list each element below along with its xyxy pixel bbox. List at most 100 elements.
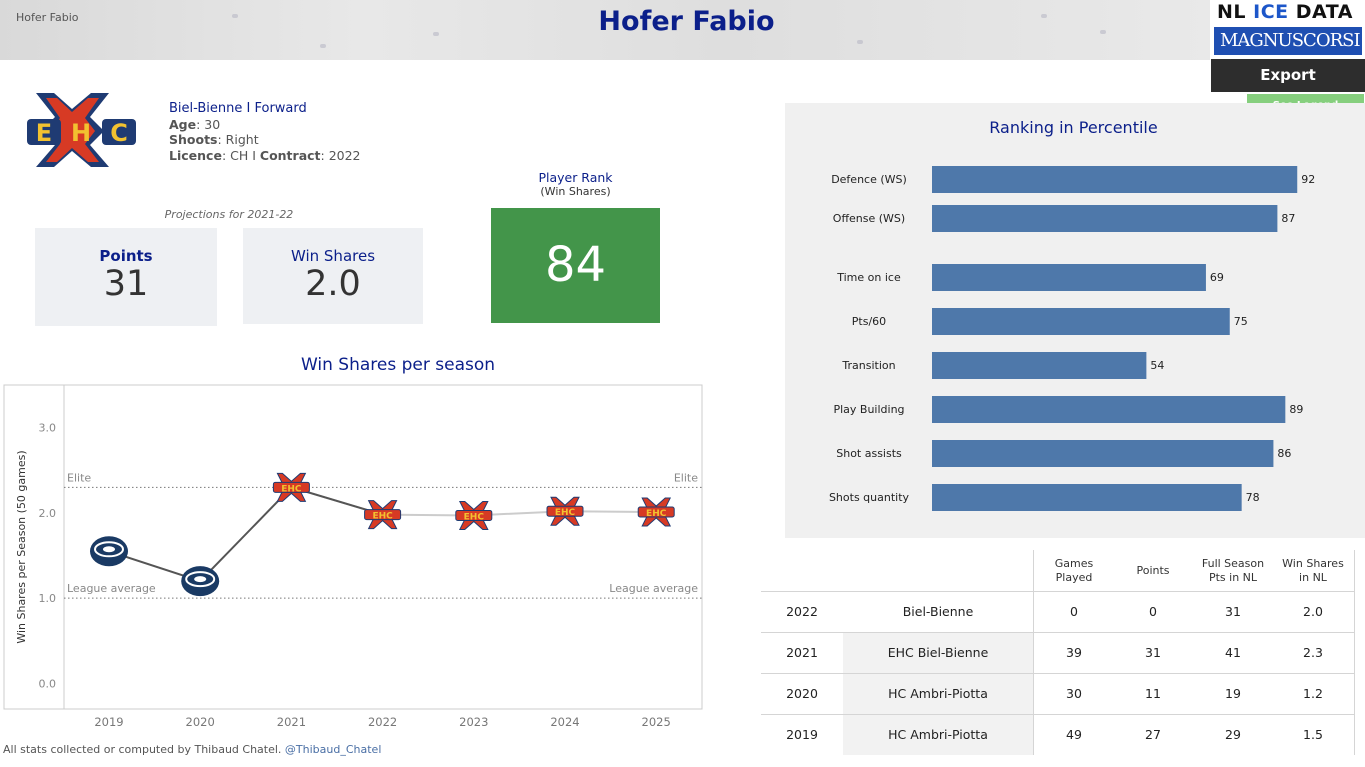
y-tick-label: 3.0 xyxy=(39,422,57,435)
percentile-category-label: Time on ice xyxy=(836,271,901,284)
percentile-bar xyxy=(932,308,1230,335)
percentile-title: Ranking in Percentile xyxy=(989,118,1158,137)
y-axis-label: Win Shares per Season (50 games) xyxy=(15,450,28,643)
biel-logo-icon: EHC xyxy=(546,496,584,526)
svg-text:EHC: EHC xyxy=(281,484,302,494)
svg-text:EHC: EHC xyxy=(555,508,576,518)
series-line xyxy=(108,486,383,583)
x-tick-label: 2024 xyxy=(550,715,579,729)
table-header-cell: Points xyxy=(1136,564,1170,577)
svg-text:H: H xyxy=(71,119,91,147)
table-header-cell: Win Shares in NL xyxy=(1282,557,1344,584)
percentile-category-label: Transition xyxy=(841,359,895,372)
win-shares-cell: 2.0 xyxy=(1303,604,1323,619)
points-cell: 0 xyxy=(1149,604,1157,619)
header-banner xyxy=(0,0,1210,60)
x-tick-label: 2023 xyxy=(459,715,488,729)
percentile-value-label: 89 xyxy=(1289,403,1303,416)
player-shoots: Shoots: Right xyxy=(169,132,259,147)
player-rank-value: 84 xyxy=(491,208,660,323)
percentile-category-label: Shot assists xyxy=(836,447,902,460)
games-played-cell: 30 xyxy=(1066,686,1082,701)
season-cell: 2022 xyxy=(786,604,818,619)
reference-label: Elite xyxy=(674,471,698,484)
team-cell: HC Ambri-Piotta xyxy=(888,727,988,742)
win-shares-cell: 1.2 xyxy=(1303,686,1323,701)
full-season-pts-cell: 29 xyxy=(1225,727,1241,742)
table-row: 2020 HC Ambri-Piotta 30 11 19 1.2 xyxy=(761,673,1355,714)
team-cell: Biel-Bienne xyxy=(902,604,974,619)
points-cell: 31 xyxy=(1145,645,1161,660)
team-cell: EHC Biel-Bienne xyxy=(887,645,989,660)
brand-logo[interactable]: NL ICE DATA MAGNUSCORSI xyxy=(1211,0,1365,58)
svg-text:E: E xyxy=(36,119,52,147)
full-season-pts-cell: 41 xyxy=(1225,645,1241,660)
table-row: 2022 Biel-Bienne 0 0 31 2.0 xyxy=(761,591,1355,632)
export-button[interactable]: Export xyxy=(1211,59,1365,92)
biel-logo-icon: EHC xyxy=(272,472,310,502)
win-shares-chart: 0.0 1.0 2.0 3.0 Win Shares per Season (50 ga… xyxy=(3,384,703,729)
percentile-value-label: 69 xyxy=(1210,271,1224,284)
season-cell: 2019 xyxy=(786,727,818,742)
footer-credit: All stats collected or computed by Thiba… xyxy=(3,743,382,756)
win-shares-card: Win Shares 2.0 xyxy=(243,228,423,324)
percentile-bar xyxy=(932,396,1286,423)
biel-logo-icon: EHC xyxy=(455,500,493,530)
biel-logo-icon: EHC xyxy=(364,500,402,530)
table-header-cell: Full Season Pts in NL xyxy=(1201,557,1265,584)
x-tick-label: 2021 xyxy=(277,715,306,729)
percentile-value-label: 78 xyxy=(1246,491,1260,504)
x-tick-label: 2019 xyxy=(94,715,123,729)
win-shares-label: Win Shares xyxy=(290,247,376,265)
percentile-value-label: 87 xyxy=(1281,212,1295,225)
percentile-bar xyxy=(932,440,1274,467)
svg-text:C: C xyxy=(110,119,128,147)
ambri-logo-icon xyxy=(90,536,128,567)
season-cell: 2021 xyxy=(786,645,818,660)
reference-label: Elite xyxy=(67,471,91,484)
table-header-cell: Games Played xyxy=(1054,557,1094,584)
percentile-category-label: Pts/60 xyxy=(852,315,886,328)
table-row: 2019 HC Ambri-Piotta 49 27 29 1.5 xyxy=(761,714,1355,755)
percentile-bar xyxy=(932,166,1298,193)
percentile-bar xyxy=(932,484,1242,511)
y-tick-label: 2.0 xyxy=(39,507,57,520)
percentile-value-label: 92 xyxy=(1301,173,1315,186)
percentile-value-label: 75 xyxy=(1234,315,1248,328)
ws-chart-title: Win Shares per season xyxy=(300,355,496,375)
player-rank-title: Player Rank xyxy=(538,170,613,185)
games-played-cell: 0 xyxy=(1070,604,1078,619)
percentile-category-label: Play Building xyxy=(833,403,904,416)
percentile-category-label: Offense (WS) xyxy=(833,212,905,225)
player-licence: Licence: CH I Contract: 2022 xyxy=(169,147,361,163)
player-rank-subtitle: (Win Shares) xyxy=(540,185,611,198)
team-cell: HC Ambri-Piotta xyxy=(888,686,988,701)
brand-line-1: NL ICE DATA xyxy=(1217,1,1353,23)
points-value: 31 xyxy=(103,264,149,304)
games-played-cell: 39 xyxy=(1066,645,1082,660)
percentile-value-label: 54 xyxy=(1150,359,1164,372)
biel-logo-icon: EHC xyxy=(637,497,675,527)
x-tick-label: 2025 xyxy=(642,715,671,729)
points-card: Points 31 xyxy=(35,228,217,326)
svg-text:EHC: EHC xyxy=(372,512,393,522)
table-right-border xyxy=(1354,550,1355,755)
percentile-category-label: Shots quantity xyxy=(829,491,910,504)
win-shares-value: 2.0 xyxy=(305,264,361,304)
percentile-bar xyxy=(932,264,1206,291)
table-row: 2021 EHC Biel-Bienne 39 31 41 2.3 xyxy=(761,632,1355,673)
page-title: Hofer Fabio xyxy=(598,6,775,37)
percentile-value-label: 86 xyxy=(1277,447,1291,460)
twitter-handle-link[interactable]: @Thibaud_Chatel xyxy=(284,743,382,756)
svg-text:EHC: EHC xyxy=(646,509,667,519)
percentile-bar xyxy=(932,352,1147,379)
win-shares-cell: 1.5 xyxy=(1303,727,1323,742)
points-cell: 11 xyxy=(1145,686,1161,701)
reference-label: League average xyxy=(67,582,156,595)
ambri-logo-icon xyxy=(181,566,220,597)
season-cell: 2020 xyxy=(786,686,818,701)
win-shares-cell: 2.3 xyxy=(1303,645,1323,660)
percentile-category-label: Defence (WS) xyxy=(831,173,907,186)
projections-label: Projections for 2021-22 xyxy=(164,208,294,221)
